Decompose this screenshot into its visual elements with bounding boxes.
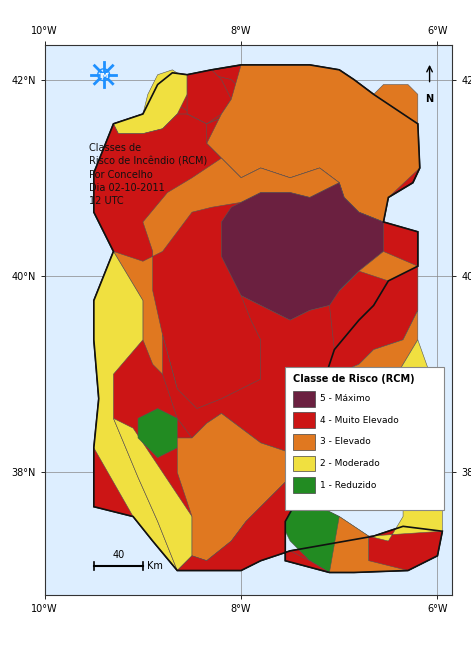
Polygon shape [339, 124, 418, 212]
Polygon shape [241, 65, 418, 143]
Bar [293, 412, 315, 428]
Polygon shape [94, 251, 177, 570]
Polygon shape [94, 65, 442, 572]
Text: 4 - Muito Elevado: 4 - Muito Elevado [320, 416, 398, 425]
Polygon shape [369, 340, 442, 541]
Polygon shape [94, 114, 442, 572]
Text: 3 - Elevado: 3 - Elevado [320, 438, 370, 446]
Polygon shape [114, 158, 339, 389]
Bar [293, 477, 315, 493]
Polygon shape [221, 183, 383, 320]
Polygon shape [246, 65, 354, 143]
Polygon shape [207, 65, 420, 222]
FancyBboxPatch shape [285, 368, 444, 510]
Polygon shape [138, 408, 177, 458]
Polygon shape [221, 193, 383, 320]
Polygon shape [329, 516, 442, 572]
Text: 1 - Reduzido: 1 - Reduzido [320, 481, 376, 490]
Polygon shape [162, 266, 418, 453]
Polygon shape [177, 310, 418, 561]
Text: N: N [425, 94, 434, 104]
Text: 40: 40 [112, 550, 124, 560]
Text: Classe de Risco (RCM): Classe de Risco (RCM) [293, 374, 415, 384]
Polygon shape [334, 251, 418, 364]
Text: 2 - Moderado: 2 - Moderado [320, 459, 379, 468]
Polygon shape [143, 70, 187, 114]
Polygon shape [168, 104, 231, 178]
Text: 5 - Máximo: 5 - Máximo [320, 394, 370, 403]
Bar [293, 434, 315, 450]
Text: Km: Km [147, 560, 162, 570]
Polygon shape [187, 70, 231, 124]
Polygon shape [114, 418, 192, 570]
Polygon shape [221, 94, 354, 197]
Polygon shape [280, 507, 369, 572]
Polygon shape [114, 114, 177, 261]
Text: Classes de
Risco de Incêndio (RCM)
Por Concelho
Dia 02-10-2011
12 UTC: Classes de Risco de Incêndio (RCM) Por C… [89, 143, 207, 206]
Polygon shape [114, 114, 177, 168]
Polygon shape [177, 75, 246, 124]
Polygon shape [114, 73, 187, 133]
Polygon shape [143, 168, 359, 261]
Polygon shape [177, 448, 344, 572]
Bar [293, 456, 315, 472]
Polygon shape [270, 502, 344, 561]
Bar [293, 391, 315, 407]
Text: IM: IM [99, 73, 108, 79]
